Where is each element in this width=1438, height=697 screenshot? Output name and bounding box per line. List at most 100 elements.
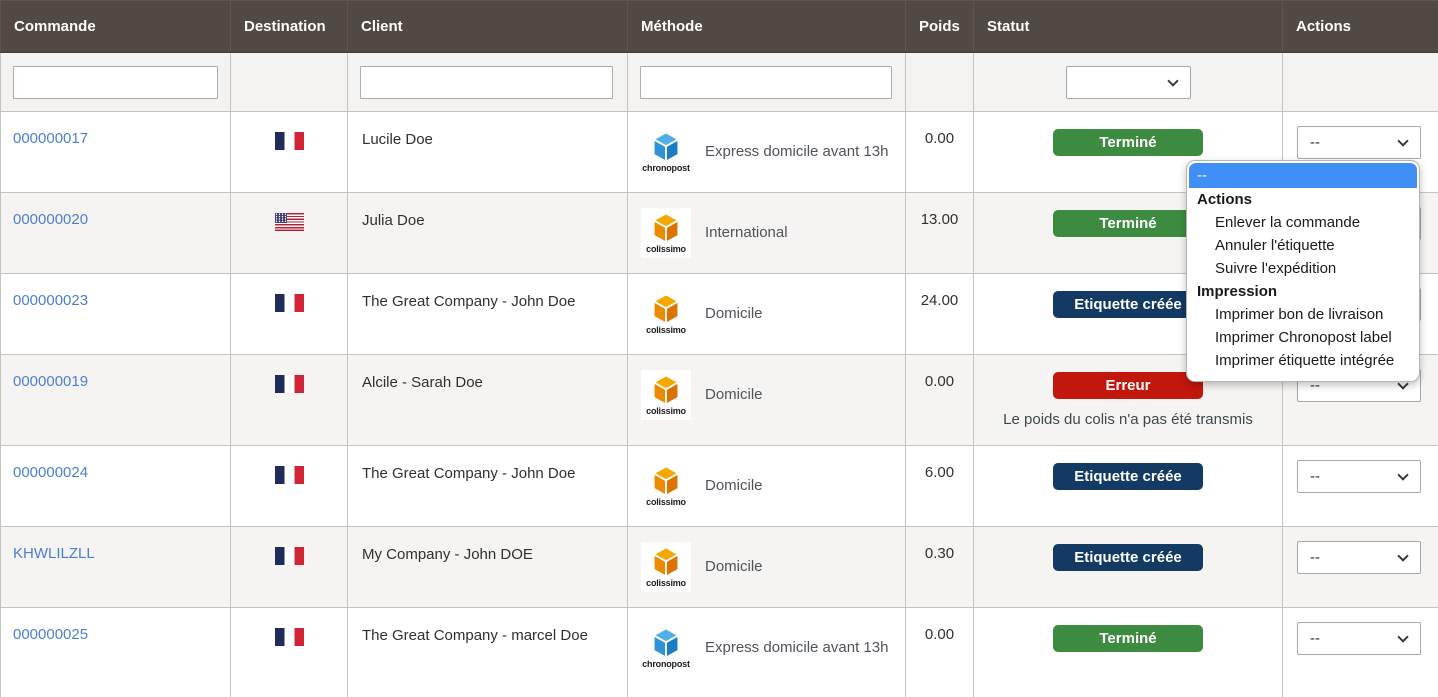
col-header-client[interactable]: Client — [347, 0, 628, 53]
action-select[interactable]: -- — [1297, 622, 1421, 655]
dropdown-option-suivre-expedition[interactable]: Suivre l'expédition — [1215, 260, 1337, 277]
client-name: The Great Company - marcel Doe — [347, 607, 628, 697]
status-badge: Terminé — [1053, 129, 1203, 156]
method-label: Domicile — [705, 558, 763, 575]
order-link[interactable]: 000000023 — [13, 292, 89, 309]
chronopost-logo-icon: chronopost — [641, 127, 691, 177]
order-link[interactable]: KHWLILZLL — [13, 545, 95, 562]
method-label: Domicile — [705, 386, 763, 403]
method-label: Express domicile avant 13h — [705, 639, 889, 656]
weight-value: 0.00 — [905, 111, 974, 193]
dropdown-option-default[interactable]: -- — [1189, 163, 1417, 188]
client-name: The Great Company - John Doe — [347, 445, 628, 527]
action-select-value: -- — [1310, 630, 1320, 647]
chronopost-logo-icon: chronopost — [641, 623, 691, 673]
client-name: Julia Doe — [347, 192, 628, 274]
dropdown-option-imprimer-etiquette-integree[interactable]: Imprimer étiquette intégrée — [1215, 352, 1395, 369]
col-header-destination[interactable]: Destination — [230, 0, 348, 53]
colissimo-logo-icon: colissimo — [641, 542, 691, 592]
filter-actions-empty — [1282, 52, 1438, 112]
action-select[interactable]: -- — [1297, 460, 1421, 493]
status-error-message: Le poids du colis n'a pas été transmis — [1003, 411, 1253, 428]
france-flag-icon — [274, 547, 304, 565]
order-link[interactable]: 000000019 — [13, 373, 89, 390]
action-dropdown-menu: -- Actions Enlever la commande Annuler l… — [1186, 160, 1420, 382]
filter-client-input[interactable] — [360, 66, 613, 99]
client-name: Lucile Doe — [347, 111, 628, 193]
method-label: Domicile — [705, 305, 763, 322]
weight-value: 0.30 — [905, 526, 974, 608]
table-row: 000000024 The Great Company - John Doe c… — [0, 445, 1438, 527]
chevron-down-icon — [1166, 75, 1179, 87]
method-label: Domicile — [705, 477, 763, 494]
order-link[interactable]: 000000025 — [13, 626, 89, 643]
france-flag-icon — [274, 466, 304, 484]
status-badge: Terminé — [1053, 625, 1203, 652]
france-flag-icon — [274, 132, 304, 150]
carrier-wordmark: colissimo — [646, 497, 686, 507]
filter-poids-empty — [905, 52, 974, 112]
carrier-wordmark: colissimo — [646, 578, 686, 588]
dropdown-option-enlever-commande[interactable]: Enlever la commande — [1215, 214, 1361, 231]
filter-methode-input[interactable] — [640, 66, 892, 99]
france-flag-icon — [274, 628, 304, 646]
action-select-value: -- — [1310, 377, 1320, 394]
filter-commande-input[interactable] — [13, 66, 218, 99]
col-header-methode[interactable]: Méthode — [627, 0, 906, 53]
dropdown-option-annuler-etiquette[interactable]: Annuler l'étiquette — [1215, 237, 1335, 254]
action-select[interactable]: -- — [1297, 126, 1421, 159]
order-link[interactable]: 000000017 — [13, 130, 89, 147]
table-header-row: Commande Destination Client Méthode Poid… — [0, 0, 1438, 53]
status-badge: Terminé — [1053, 210, 1203, 237]
colissimo-logo-icon: colissimo — [641, 461, 691, 511]
client-name: The Great Company - John Doe — [347, 273, 628, 355]
action-select-value: -- — [1310, 549, 1320, 566]
carrier-wordmark: colissimo — [646, 244, 686, 254]
status-badge: Etiquette créée — [1053, 463, 1203, 490]
table-row: 000000019 Alcile - Sarah Doe colissimo D… — [0, 354, 1438, 446]
col-header-poids[interactable]: Poids — [905, 0, 974, 53]
carrier-wordmark: chronopost — [642, 163, 690, 173]
filter-destination-empty — [230, 52, 348, 112]
status-badge: Etiquette créée — [1053, 544, 1203, 571]
chevron-down-icon — [1397, 631, 1409, 643]
colissimo-logo-icon: colissimo — [641, 208, 691, 258]
status-badge: Etiquette créée — [1053, 291, 1203, 318]
col-header-actions: Actions — [1282, 0, 1438, 53]
order-link[interactable]: 000000020 — [13, 211, 89, 228]
method-label: International — [705, 224, 788, 241]
weight-value: 13.00 — [905, 192, 974, 274]
carrier-wordmark: colissimo — [646, 325, 686, 335]
dropdown-option-imprimer-chronopost-label[interactable]: Imprimer Chronopost label — [1215, 329, 1392, 346]
usa-flag-icon — [274, 213, 304, 231]
action-select-value: -- — [1310, 468, 1320, 485]
dropdown-group-actions: Actions — [1197, 191, 1253, 208]
table-row: 000000017 Lucile Doe chronopost Express … — [0, 111, 1438, 193]
weight-value: 24.00 — [905, 273, 974, 355]
col-header-commande[interactable]: Commande — [0, 0, 231, 53]
weight-value: 0.00 — [905, 607, 974, 697]
france-flag-icon — [274, 294, 304, 312]
colissimo-logo-icon: colissimo — [641, 289, 691, 339]
action-select[interactable]: -- — [1297, 541, 1421, 574]
chevron-down-icon — [1397, 469, 1409, 481]
order-link[interactable]: 000000024 — [13, 464, 89, 481]
table-row: 000000025 The Great Company - marcel Doe… — [0, 607, 1438, 697]
carrier-wordmark: colissimo — [646, 406, 686, 416]
chevron-down-icon — [1397, 135, 1409, 147]
chevron-down-icon — [1397, 550, 1409, 562]
carrier-wordmark: chronopost — [642, 659, 690, 669]
client-name: My Company - John DOE — [347, 526, 628, 608]
dropdown-group-impression: Impression — [1197, 283, 1278, 300]
filter-row — [0, 52, 1438, 112]
weight-value: 0.00 — [905, 354, 974, 446]
table-row: KHWLILZLL My Company - John DOE colissim… — [0, 526, 1438, 608]
client-name: Alcile - Sarah Doe — [347, 354, 628, 446]
status-badge: Erreur — [1053, 372, 1203, 399]
filter-statut-select[interactable] — [1065, 66, 1191, 99]
action-select-value: -- — [1310, 134, 1320, 151]
method-label: Express domicile avant 13h — [705, 143, 889, 160]
col-header-statut[interactable]: Statut — [973, 0, 1283, 53]
dropdown-option-imprimer-bon-livraison[interactable]: Imprimer bon de livraison — [1215, 306, 1384, 323]
